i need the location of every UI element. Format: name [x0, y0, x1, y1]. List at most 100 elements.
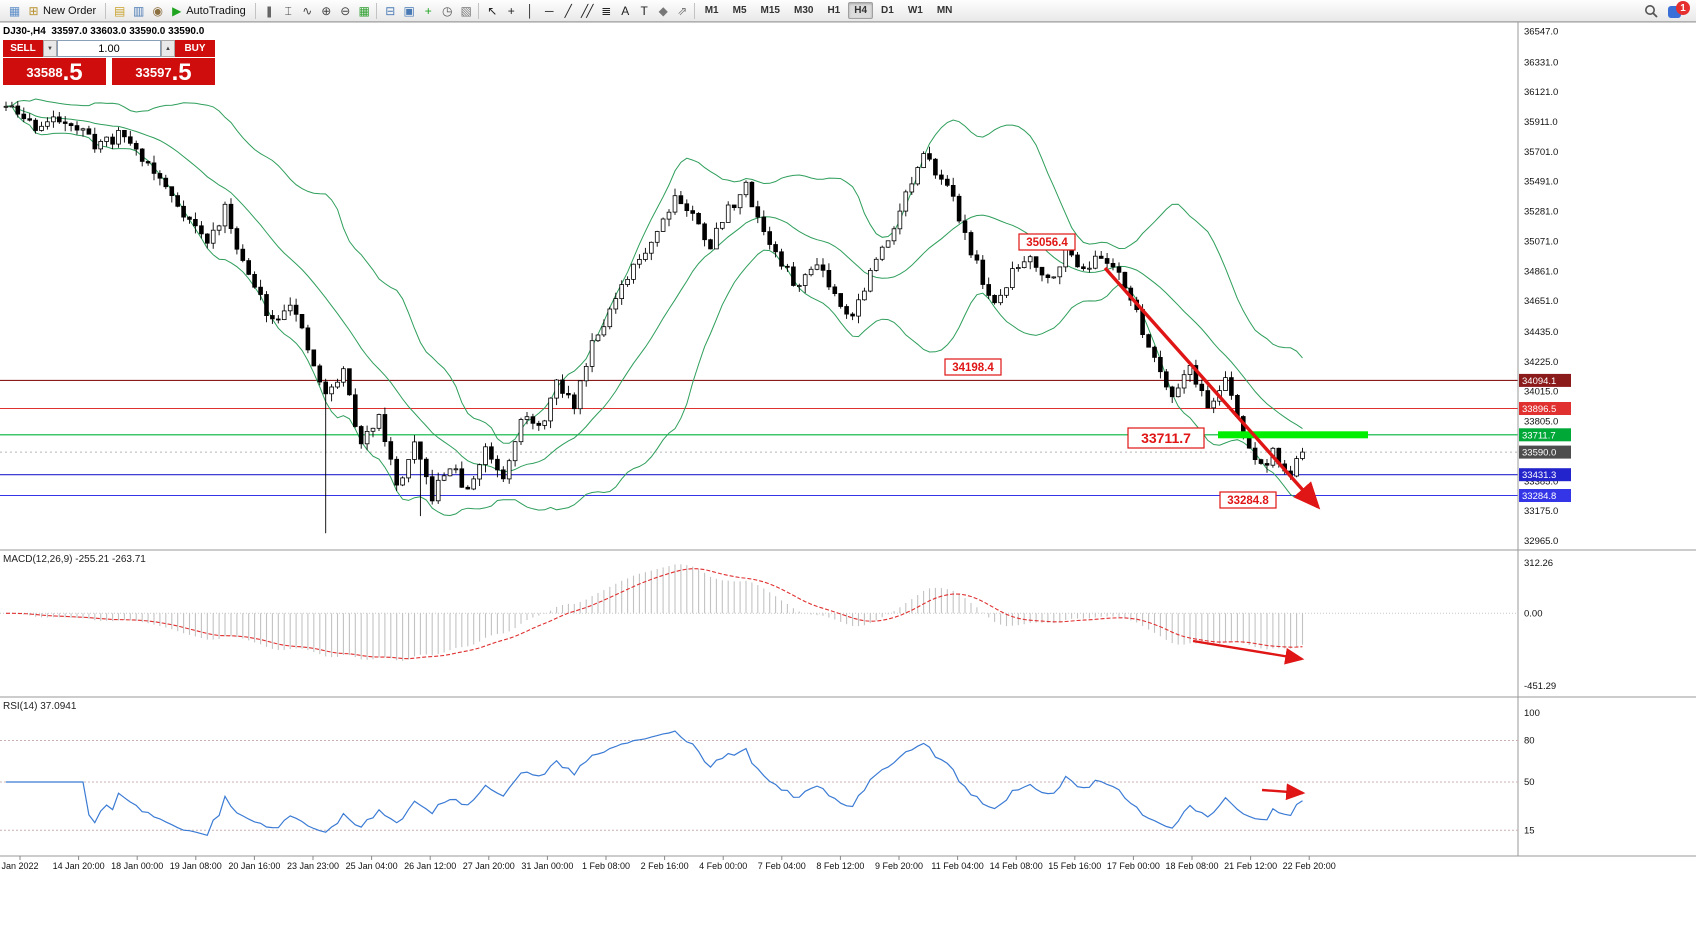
- text-label-icon[interactable]: T: [640, 3, 648, 18]
- svg-text:100: 100: [1524, 708, 1540, 719]
- arrow-tool-icon[interactable]: ⇗: [677, 3, 687, 18]
- toolbar-right: 1: [1641, 1, 1690, 20]
- periods-icon[interactable]: ◷: [441, 3, 452, 18]
- volume-input[interactable]: [57, 40, 161, 57]
- toolbar-separator: [477, 2, 479, 19]
- svg-text:0.00: 0.00: [1524, 608, 1543, 619]
- text-icon[interactable]: A: [621, 3, 629, 18]
- bar-chart-icon[interactable]: |||: [266, 3, 272, 18]
- svg-text:33284.8: 33284.8: [1522, 491, 1556, 502]
- navigator-icon[interactable]: ◉: [152, 3, 162, 18]
- tf-W1[interactable]: W1: [907, 5, 923, 16]
- tf-M30[interactable]: M30: [793, 5, 814, 16]
- sell-price-button[interactable]: 33588.5: [3, 58, 106, 85]
- new-chart-icon[interactable]: ▦: [8, 3, 20, 18]
- tf-H1[interactable]: H1: [827, 5, 841, 16]
- new-order-icon[interactable]: ⊞: [28, 3, 38, 18]
- time-axis[interactable]: Jan 2022 14 Jan 20:00 18 Jan 00:00 19 Jan 0…: [1, 856, 1336, 871]
- svg-text:15 Feb 16:00: 15 Feb 16:00: [1048, 861, 1101, 871]
- buy-price-button[interactable]: 33597.5: [112, 58, 215, 85]
- data-window-icon[interactable]: ▥: [133, 3, 144, 18]
- sell-price-frac: .5: [62, 59, 83, 86]
- price-axis[interactable]: 36547.0 36331.0 36121.0 35911.0 35701.0 35491…: [1524, 27, 1558, 548]
- market-watch-icon[interactable]: ▤: [114, 3, 125, 18]
- volume-decrease-button[interactable]: ▼: [43, 40, 57, 57]
- channel-icon[interactable]: ╱╱: [580, 3, 593, 18]
- candlesticks: [3, 101, 1305, 534]
- svg-text:35491.0: 35491.0: [1524, 177, 1558, 188]
- svg-text:33431.3: 33431.3: [1522, 470, 1556, 481]
- svg-text:1 Feb 08:00: 1 Feb 08:00: [582, 861, 630, 871]
- svg-text:34861.0: 34861.0: [1524, 266, 1558, 277]
- arrange-windows-icon[interactable]: ⊟: [385, 3, 395, 18]
- notification-count-badge[interactable]: 1: [1676, 1, 1690, 15]
- svg-text:26 Jan 12:00: 26 Jan 12:00: [404, 861, 456, 871]
- tf-M1[interactable]: M1: [704, 5, 719, 16]
- svg-text:33590.0: 33590.0: [1522, 448, 1556, 459]
- svg-text:14 Jan 20:00: 14 Jan 20:00: [53, 861, 105, 871]
- search-icon[interactable]: [1641, 2, 1660, 20]
- tf-M15[interactable]: M15: [760, 5, 780, 16]
- svg-text:33175.0: 33175.0: [1524, 506, 1558, 517]
- svg-text:35281.0: 35281.0: [1524, 207, 1558, 218]
- add-indicator-icon[interactable]: +: [424, 3, 432, 18]
- svg-text:34094.1: 34094.1: [1522, 376, 1556, 387]
- svg-text:35071.0: 35071.0: [1524, 237, 1558, 248]
- tf-MN[interactable]: MN: [936, 5, 953, 16]
- price-callouts[interactable]: 35056.4 34198.4 33711.7 33284.8: [944, 233, 1277, 509]
- svg-text:34198.4: 34198.4: [952, 362, 994, 374]
- crosshair-icon[interactable]: +: [507, 3, 515, 18]
- svg-text:19 Jan 08:00: 19 Jan 08:00: [170, 861, 222, 871]
- cascade-windows-icon[interactable]: ▣: [403, 3, 415, 18]
- bollinger-bands: [5, 98, 1303, 517]
- one-click-trading-panel: SELL ▼ ▲ BUY 33588.5 33597.5: [3, 40, 215, 85]
- tile-windows-icon[interactable]: ▦: [358, 3, 370, 18]
- svg-text:32965.0: 32965.0: [1524, 536, 1558, 547]
- toolbar-separator: [254, 2, 256, 19]
- horizontal-line-icon[interactable]: ─: [544, 3, 554, 18]
- support-highlight[interactable]: [1218, 431, 1368, 439]
- cursor-icon[interactable]: ↖: [487, 3, 497, 18]
- symbol-ohlc-header: DJ30-,H4 33597.0 33603.0 33590.0 33590.0: [3, 26, 205, 37]
- buy-button[interactable]: BUY: [175, 40, 215, 57]
- new-order-label[interactable]: New Order: [43, 4, 97, 17]
- quote-overlay: DJ30-,H4 33597.0 33603.0 33590.0 33590.0…: [3, 26, 215, 85]
- templates-icon[interactable]: ▧: [460, 3, 472, 18]
- svg-text:22 Feb 20:00: 22 Feb 20:00: [1283, 861, 1336, 871]
- zoom-in-icon[interactable]: ⊕: [321, 3, 331, 18]
- trendline-icon[interactable]: ╱: [564, 3, 572, 18]
- svg-text:50: 50: [1524, 777, 1535, 788]
- svg-text:RSI(14) 37.0941: RSI(14) 37.0941: [3, 701, 77, 712]
- price-tags: 34094.1 33896.5 33711.7 33431.3 33284.8 33590…: [1519, 373, 1571, 502]
- fibonacci-icon[interactable]: ≣: [601, 3, 611, 18]
- main-toolbar: ▦ ⊞ New Order ▤ ▥ ◉ ▶ AutoTrading ||| ⌶ ∿ ⊕ ⊖ ▦ ⊟ ▣ + ◷ ▧ ↖…: [0, 0, 1696, 22]
- autotrading-label[interactable]: AutoTrading: [186, 4, 246, 17]
- candlestick-chart-icon[interactable]: ⌶: [284, 3, 292, 18]
- svg-text:25 Jan 04:00: 25 Jan 04:00: [346, 861, 398, 871]
- tf-D1[interactable]: D1: [881, 5, 894, 16]
- autotrading-icon[interactable]: ▶: [172, 3, 181, 18]
- svg-text:80: 80: [1524, 736, 1535, 747]
- toolbar-separator: [375, 2, 377, 19]
- svg-text:33805.0: 33805.0: [1524, 417, 1558, 428]
- svg-text:21 Feb 12:00: 21 Feb 12:00: [1224, 861, 1277, 871]
- toolbar-separator: [693, 2, 695, 19]
- svg-text:34435.0: 34435.0: [1524, 327, 1558, 338]
- notifications-area[interactable]: 1: [1668, 1, 1690, 20]
- tf-H4[interactable]: H4: [848, 2, 874, 19]
- trend-arrows[interactable]: [1103, 266, 1321, 801]
- svg-text:34651.0: 34651.0: [1524, 296, 1558, 307]
- tf-M5[interactable]: M5: [732, 5, 747, 16]
- sell-price-main: 33588: [26, 65, 63, 80]
- zoom-out-icon[interactable]: ⊖: [340, 3, 350, 18]
- svg-text:15: 15: [1524, 825, 1535, 836]
- svg-text:MACD(12,26,9) -255.21 -263.71: MACD(12,26,9) -255.21 -263.71: [3, 554, 146, 565]
- svg-text:35056.4: 35056.4: [1026, 237, 1068, 249]
- line-chart-icon[interactable]: ∿: [302, 3, 312, 18]
- vertical-line-icon[interactable]: │: [526, 3, 534, 18]
- svg-text:-451.29: -451.29: [1524, 681, 1556, 692]
- shapes-icon[interactable]: ◆: [658, 3, 668, 18]
- volume-increase-button[interactable]: ▲: [161, 40, 175, 57]
- sell-button[interactable]: SELL: [3, 40, 43, 57]
